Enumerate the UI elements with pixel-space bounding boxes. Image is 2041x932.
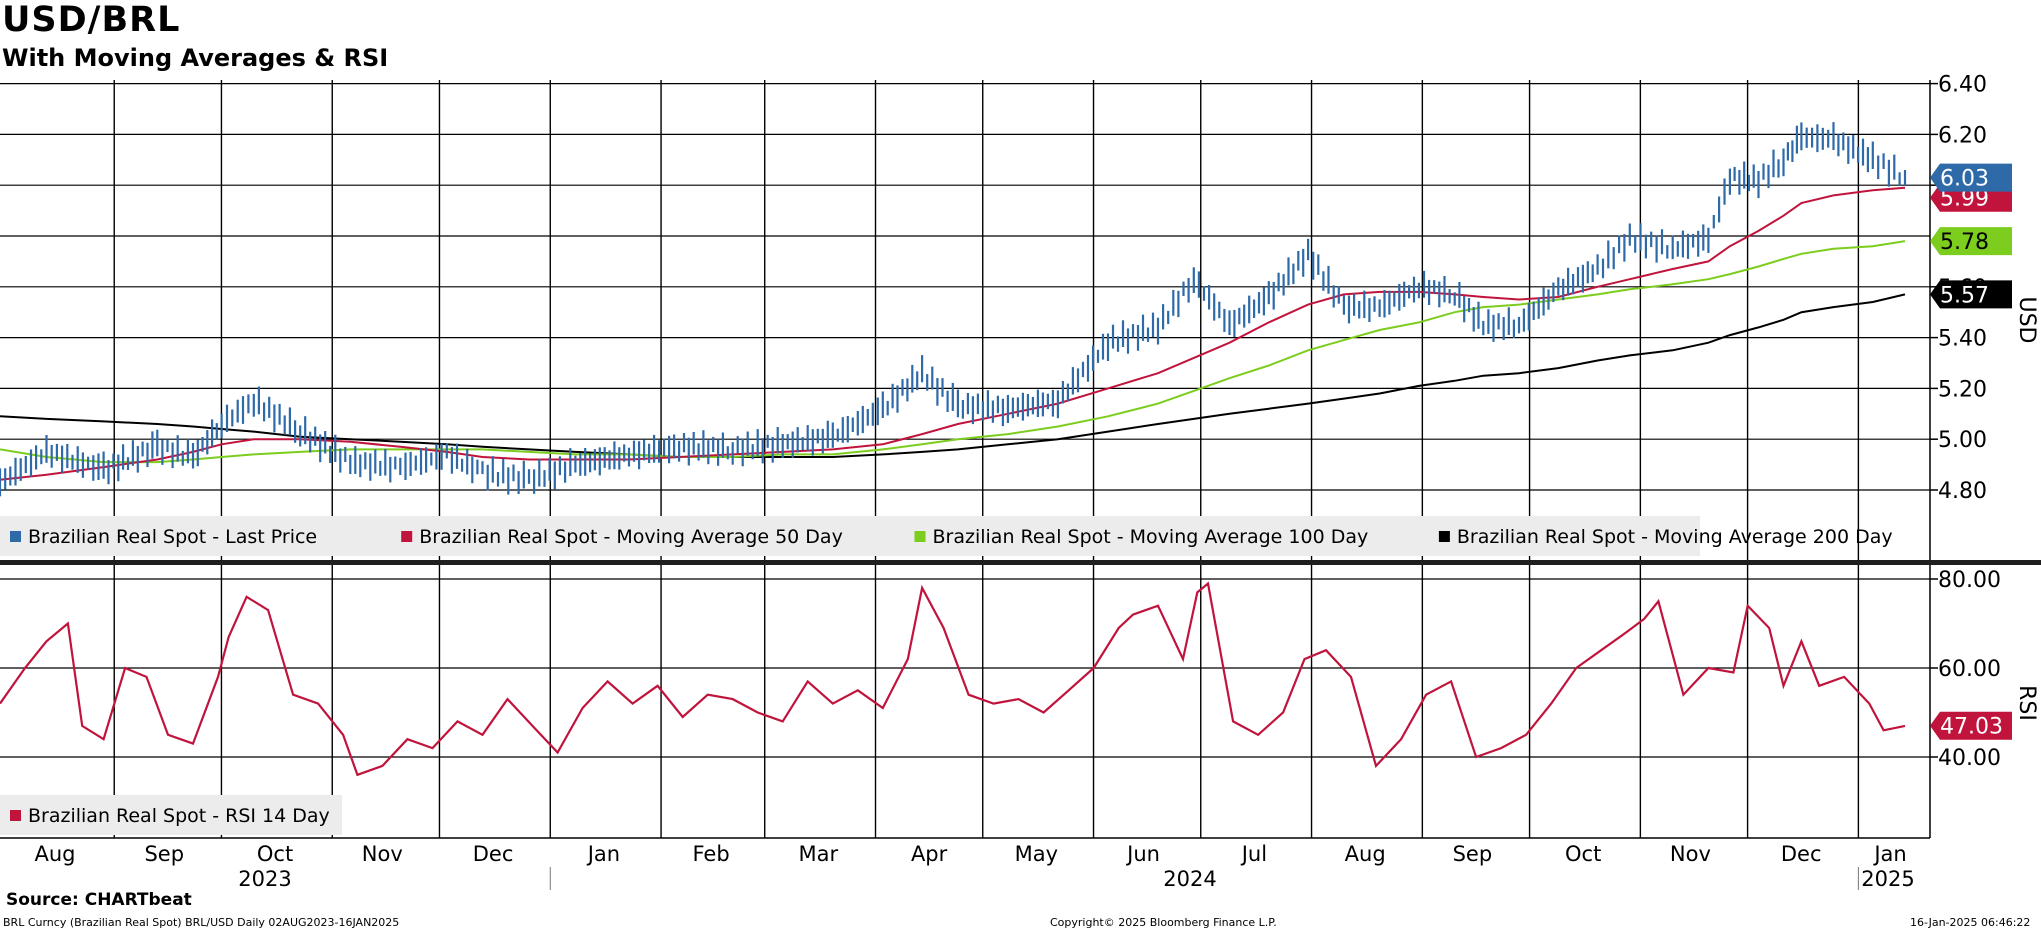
x-year-label: 2025 xyxy=(1861,867,1914,891)
x-month-label: Feb xyxy=(693,842,730,866)
rsi-last-value-tag-bg xyxy=(1930,711,2012,740)
x-month-label: Jul xyxy=(1240,842,1267,866)
price-y-tick-label: 4.80 xyxy=(1938,479,1987,504)
rsi-last-value-tag: 47.03 xyxy=(1940,715,2003,740)
x-month-label: Apr xyxy=(911,842,948,866)
x-month-label: Sep xyxy=(144,842,184,866)
x-month-label: May xyxy=(1015,842,1058,866)
price-y-tick-label: 5.40 xyxy=(1938,327,1987,352)
rsi-panel-bg xyxy=(0,565,1930,838)
x-month-label: Nov xyxy=(362,842,403,866)
footer-timestamp-text: 16-Jan-2025 06:46:22 xyxy=(1910,916,2031,929)
x-month-label: Dec xyxy=(1781,842,1822,866)
x-month-label: Nov xyxy=(1670,842,1711,866)
x-year-label: 2023 xyxy=(238,867,291,891)
x-month-label: Jan xyxy=(1872,842,1906,866)
rsi-y-tick-label: 60.00 xyxy=(1938,657,2001,682)
x-month-label: Sep xyxy=(1453,842,1493,866)
price-axis-title: USD xyxy=(2014,296,2039,343)
x-month-label: Aug xyxy=(34,842,75,866)
rsi-y-tick-label: 40.00 xyxy=(1938,746,2001,771)
ma100-last-value-tag-bg xyxy=(1930,227,2012,256)
price-last-value-tag: 6.03 xyxy=(1940,167,1989,192)
legend-swatch xyxy=(10,531,21,542)
chart-title: USD/BRL xyxy=(2,0,181,40)
source-text: Source: CHARTbeat xyxy=(6,890,192,910)
price-y-tick-label: 6.40 xyxy=(1938,73,1987,98)
legend-swatch xyxy=(914,531,926,542)
price-y-tick-label: 6.20 xyxy=(1938,123,1987,148)
price-panel-bg xyxy=(0,80,1930,560)
ma-series-line xyxy=(0,240,1906,464)
legend-label: Brazilian Real Spot - Moving Average 50 … xyxy=(419,526,843,548)
ma-series-line xyxy=(0,186,1906,481)
legend-label: Brazilian Real Spot - Moving Average 200… xyxy=(1457,526,1893,548)
ma100-last-value-tag: 5.78 xyxy=(1940,230,1989,255)
rsi-y-tick-label: 80.00 xyxy=(1938,568,2001,593)
footer-ticker-text: BRL Curncy (Brazilian Real Spot) BRL/USD… xyxy=(3,916,400,929)
x-month-label: Aug xyxy=(1345,842,1386,866)
legend-swatch xyxy=(401,531,413,542)
price-y-tick-label: 5.00 xyxy=(1938,428,1987,453)
legend-swatch xyxy=(1438,531,1450,542)
legend-box xyxy=(0,795,342,835)
panel-divider xyxy=(0,560,2041,565)
x-year-label: 2024 xyxy=(1163,867,1216,891)
rsi-axis-title: RSI xyxy=(2014,685,2039,721)
footer-copyright-text: Copyright© 2025 Bloomberg Finance L.P. xyxy=(1050,916,1277,929)
x-month-label: Mar xyxy=(799,842,839,866)
ma200-last-value-tag: 5.57 xyxy=(1940,283,1989,308)
legend-label: Brazilian Real Spot - Moving Average 100… xyxy=(933,526,1369,548)
chart-subtitle: With Moving Averages & RSI xyxy=(2,44,389,72)
x-month-label: Jan xyxy=(586,842,620,866)
price-y-tick-label: 5.20 xyxy=(1938,377,1987,402)
ma200-last-value-tag-bg xyxy=(1930,280,2012,309)
legend-label: Brazilian Real Spot - Last Price xyxy=(28,526,317,548)
legend-box xyxy=(0,516,1700,556)
x-month-label: Oct xyxy=(257,842,293,866)
price-last-value-tag-bg xyxy=(1930,163,2012,192)
legend-label: Brazilian Real Spot - RSI 14 Day xyxy=(28,805,330,827)
x-month-label: Oct xyxy=(1565,842,1601,866)
ma-series-line xyxy=(0,293,1906,458)
legend-swatch xyxy=(10,810,21,821)
x-month-label: Dec xyxy=(473,842,514,866)
x-month-label: Jun xyxy=(1125,842,1160,866)
rsi-series-line xyxy=(0,581,1906,777)
